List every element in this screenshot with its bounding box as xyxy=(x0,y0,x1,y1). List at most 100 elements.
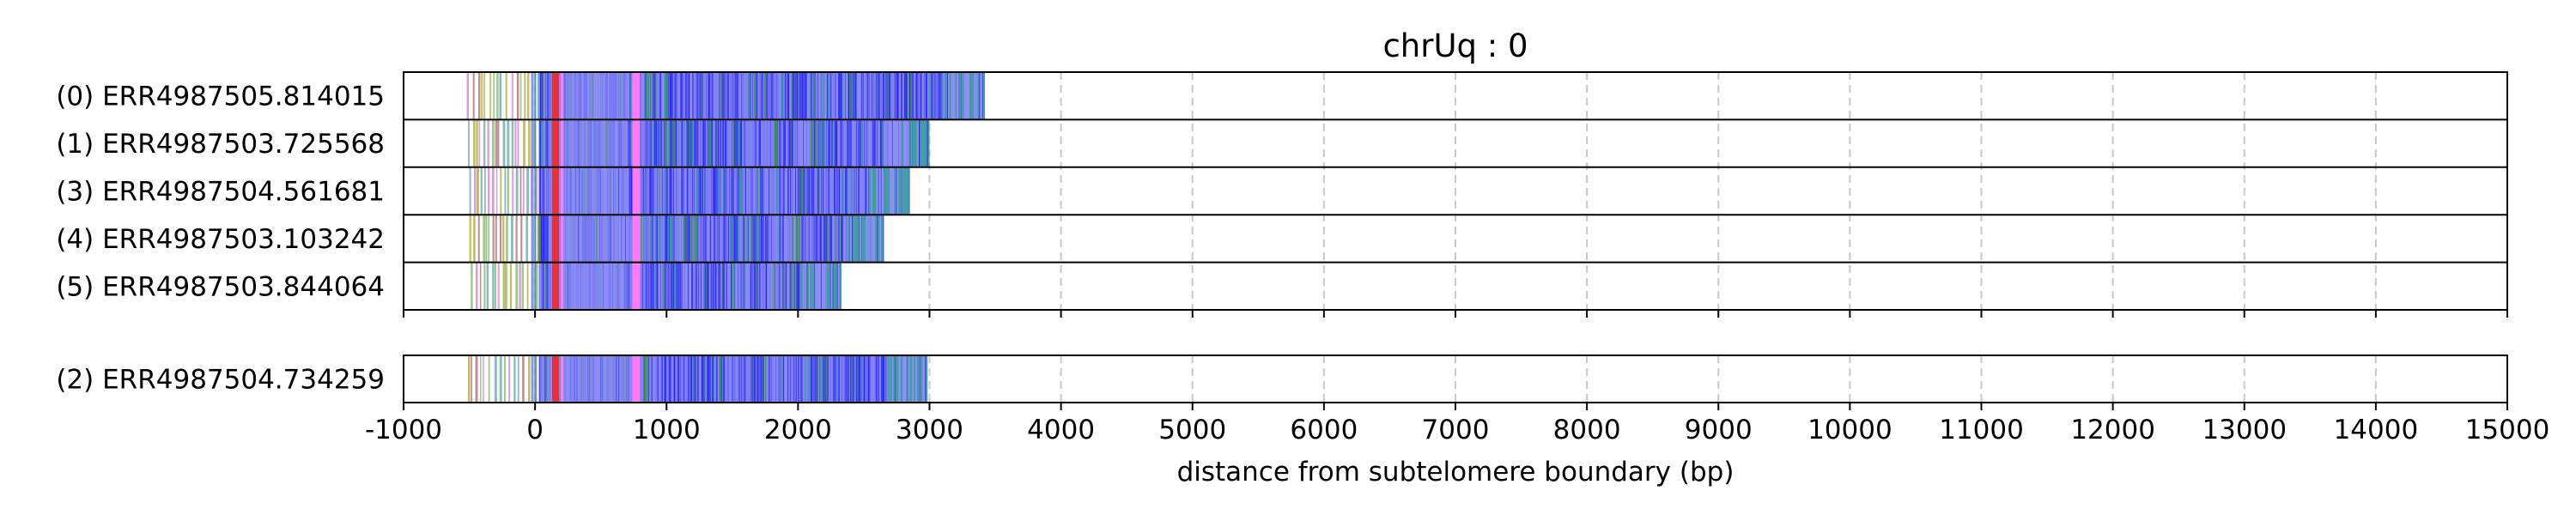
repeat-variant xyxy=(623,215,626,262)
repeat-variant xyxy=(617,120,618,167)
repeat-variant xyxy=(778,356,780,402)
tail-mark xyxy=(982,73,985,119)
repeat-variant xyxy=(542,73,544,119)
repeat-variant xyxy=(622,215,623,262)
repeat-variant xyxy=(606,215,609,262)
repeat-variant xyxy=(830,120,832,167)
repeat-variant xyxy=(574,73,575,119)
repeat-variant xyxy=(872,120,874,167)
repeat-variant xyxy=(668,356,670,402)
tail-mark xyxy=(912,356,914,402)
repeat-variant xyxy=(659,263,661,309)
repeat-variant xyxy=(835,73,838,119)
repeat-variant xyxy=(839,73,841,119)
repeat-variant xyxy=(591,215,593,262)
repeat-variant xyxy=(800,356,804,402)
repeat-variant xyxy=(891,73,895,119)
tail-mark xyxy=(815,263,817,309)
repeat-variant xyxy=(714,120,718,167)
repeat-variant xyxy=(770,167,772,215)
repeat-variant xyxy=(577,263,580,309)
repeat-variant xyxy=(583,263,585,309)
repeat-variant xyxy=(767,215,769,262)
repeat-variant xyxy=(576,73,578,119)
repeat-variant xyxy=(758,215,761,262)
repeat-variant xyxy=(828,215,830,262)
repeat-variant xyxy=(779,73,781,119)
sparse-mark xyxy=(522,167,525,215)
repeat-variant xyxy=(578,167,580,215)
repeat-variant xyxy=(889,73,892,119)
repeat-variant xyxy=(623,356,625,402)
repeat-variant xyxy=(822,73,825,119)
repeat-variant xyxy=(811,167,813,215)
boundary-mark xyxy=(531,215,534,262)
repeat-variant xyxy=(617,120,620,167)
repeat-variant xyxy=(655,215,657,262)
tail-mark xyxy=(889,167,891,215)
repeat-variant xyxy=(597,167,599,215)
repeat-variant xyxy=(625,263,628,309)
read-tracks xyxy=(466,73,985,402)
repeat-variant xyxy=(807,120,811,167)
repeat-variant xyxy=(599,215,602,262)
repeat-variant xyxy=(743,73,745,119)
repeat-variant xyxy=(548,263,550,309)
chart-title: chrUq : 0 xyxy=(1382,27,1528,64)
repeat-variant xyxy=(705,356,708,402)
repeat-variant xyxy=(669,215,671,262)
repeat-variant xyxy=(620,356,622,402)
repeat-variant xyxy=(563,120,565,167)
repeat-variant xyxy=(764,356,766,402)
sparse-mark xyxy=(494,356,497,402)
tail-mark xyxy=(898,120,901,167)
repeat-variant xyxy=(704,215,707,262)
repeat-variant xyxy=(877,120,880,167)
repeat-variant xyxy=(711,356,713,402)
repeat-variant xyxy=(559,120,561,167)
repeat-variant xyxy=(746,263,749,309)
repeat-variant xyxy=(593,263,595,309)
repeat-variant xyxy=(815,167,818,215)
repeat-variant xyxy=(605,167,607,215)
repeat-variant xyxy=(726,356,729,402)
repeat-variant xyxy=(550,263,552,309)
repeat-variant xyxy=(746,167,749,215)
repeat-variant xyxy=(823,120,825,167)
repeat-variant xyxy=(612,356,614,402)
repeat-variant xyxy=(847,356,849,402)
repeat-variant xyxy=(744,215,748,262)
repeat-variant xyxy=(719,356,722,402)
repeat-variant xyxy=(725,167,726,215)
repeat-variant xyxy=(653,356,655,402)
repeat-variant xyxy=(651,120,654,167)
repeat-variant xyxy=(732,263,734,309)
boundary-mark xyxy=(531,73,534,119)
repeat-variant xyxy=(613,167,615,215)
repeat-variant xyxy=(708,120,710,167)
repeat-variant xyxy=(601,120,604,167)
repeat-variant xyxy=(613,263,615,309)
sparse-mark xyxy=(493,73,495,119)
repeat-variant xyxy=(802,73,805,119)
repeat-variant xyxy=(846,167,848,215)
repeat-variant xyxy=(702,263,704,309)
sparse-mark xyxy=(497,120,500,167)
repeat-variant xyxy=(922,73,925,119)
repeat-variant xyxy=(608,73,611,119)
repeat-variant xyxy=(563,356,565,402)
repeat-variant xyxy=(720,120,722,167)
repeat-variant xyxy=(581,120,584,167)
repeat-variant xyxy=(610,73,611,119)
repeat-variant xyxy=(764,263,766,309)
repeat-variant xyxy=(593,215,596,262)
row-label: (2) ERR4987504.734259 xyxy=(56,365,385,396)
repeat-variant xyxy=(653,356,657,402)
repeat-variant xyxy=(576,167,578,215)
repeat-variant xyxy=(619,263,621,309)
repeat-variant xyxy=(921,356,923,402)
tail-mark xyxy=(903,120,906,167)
repeat-variant xyxy=(659,120,662,167)
repeat-variant xyxy=(695,73,697,119)
repeat-variant xyxy=(812,356,816,402)
